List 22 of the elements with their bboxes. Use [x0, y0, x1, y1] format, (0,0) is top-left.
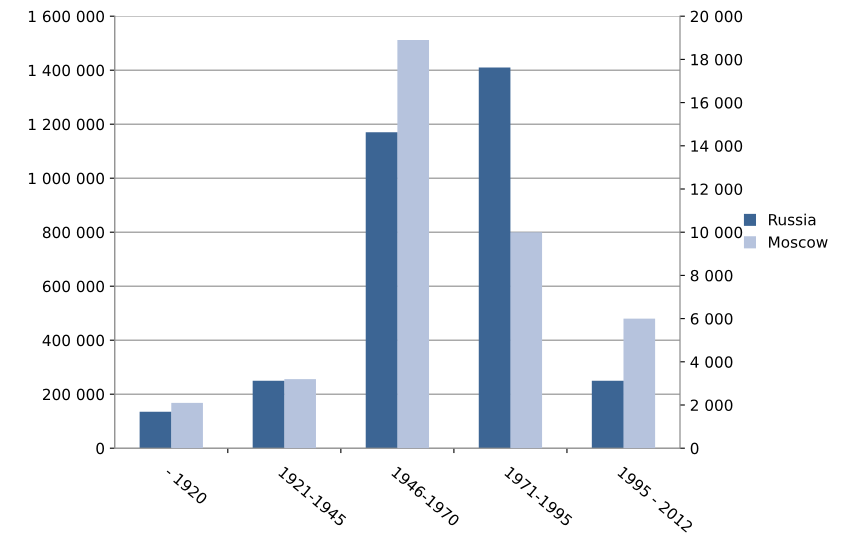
- y-tick-label: 1 000 000: [28, 172, 104, 184]
- y-tick-label: 600 000: [42, 280, 104, 292]
- y2-tick-label: 18 000: [691, 54, 742, 66]
- y2-tick-label: 14 000: [691, 140, 742, 152]
- y2-tick-label: 16 000: [691, 97, 742, 109]
- y2-tick-label: 6 000: [690, 313, 732, 325]
- y-tick-label: 0: [96, 442, 104, 454]
- legend-label: Moscow: [769, 236, 828, 248]
- y2-tick-label: 2 000: [690, 399, 732, 412]
- y2-tick-label: 12 000: [691, 183, 742, 196]
- y-tick-label: 1 400 000: [28, 64, 104, 76]
- y-tick-label: 200 000: [42, 388, 104, 400]
- y-tick-label: 800 000: [42, 226, 104, 238]
- y-tick-label: 1 200 000: [28, 118, 104, 130]
- y2-tick-label: 10 000: [691, 226, 742, 238]
- y-tick-label: 1 600 000: [28, 10, 104, 22]
- y2-tick-label: 0: [690, 442, 698, 454]
- y2-tick-label: 8 000: [690, 270, 732, 282]
- y2-tick-label: 20 000: [690, 10, 742, 22]
- legend-label: Russia: [769, 214, 816, 226]
- y-tick-label: 400 000: [42, 334, 104, 346]
- y2-tick-label: 4 000: [690, 356, 732, 368]
